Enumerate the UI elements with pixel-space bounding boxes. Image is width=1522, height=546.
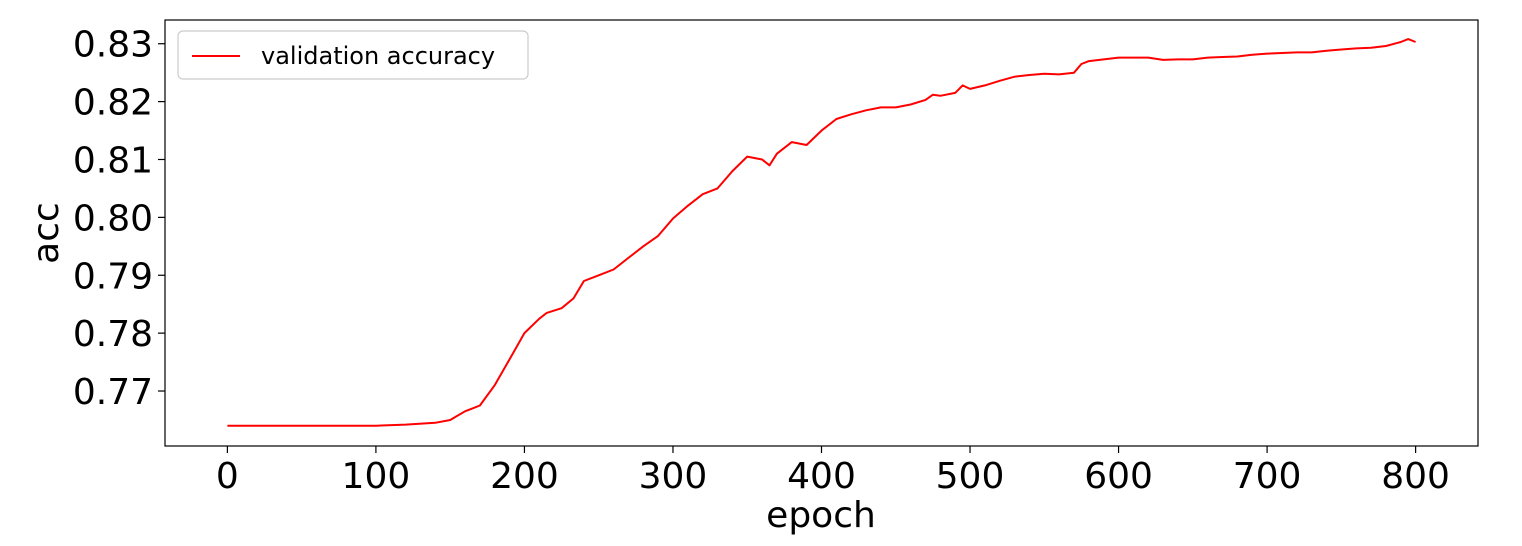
- legend-label: validation accuracy: [261, 42, 495, 70]
- y-tick-label: 0.82: [73, 83, 153, 124]
- x-tick-label: 600: [1084, 456, 1153, 497]
- series-line-validation-accuracy: [227, 38, 1416, 427]
- x-tick-label: 100: [342, 456, 411, 497]
- x-tick-label: 200: [490, 456, 559, 497]
- y-tick-label: 0.83: [73, 25, 153, 66]
- y-axis: 0.77 0.78 0.79 0.80 0.81 0.82 0.83: [73, 25, 165, 413]
- y-axis-title: acc: [26, 202, 67, 264]
- legend-frame: [177, 30, 529, 80]
- x-axis: 0 100 200 300 400 500 600 700 800: [216, 446, 1450, 497]
- x-tick-label: 500: [936, 456, 1005, 497]
- plot-area: [164, 19, 1479, 447]
- y-tick-label: 0.79: [73, 256, 153, 297]
- x-axis-title: epoch: [766, 495, 876, 536]
- y-tick-label: 0.81: [73, 140, 153, 181]
- y-tick-label: 0.77: [73, 372, 153, 413]
- x-tick-label: 700: [1233, 456, 1302, 497]
- y-tick-label: 0.80: [73, 198, 153, 239]
- plot-frame: [164, 19, 1479, 447]
- x-tick-label: 400: [787, 456, 856, 497]
- x-tick-label: 300: [639, 456, 708, 497]
- y-tick-label: 0.78: [73, 314, 153, 355]
- x-tick-label: 800: [1381, 456, 1450, 497]
- legend: validation accuracy: [177, 30, 529, 80]
- x-tick-label: 0: [216, 456, 239, 497]
